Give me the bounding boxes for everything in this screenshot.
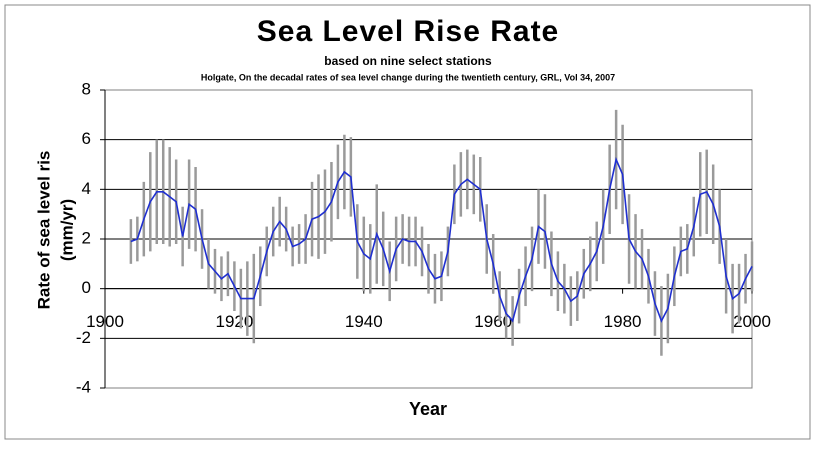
y-tick-label: -4 — [76, 377, 91, 396]
y-axis-label: Rate of sea level ris — [34, 151, 53, 310]
chart-source: Holgate, On the decadal rates of sea lev… — [201, 72, 615, 82]
x-tick-label: 1940 — [345, 312, 383, 331]
data-line — [130, 156, 753, 323]
y-tick-label: 2 — [82, 228, 91, 247]
y-tick-label: 8 — [82, 79, 91, 98]
y-tick-label: 6 — [82, 129, 91, 148]
x-axis-label: Year — [409, 399, 447, 419]
x-tick-label: 1920 — [215, 312, 253, 331]
y-tick-label: -2 — [76, 328, 91, 347]
x-tick-label: 1960 — [474, 312, 512, 331]
x-tick-label: 1900 — [86, 312, 124, 331]
y-axis-label: (mm/yr) — [57, 199, 76, 261]
x-tick-label: 2000 — [733, 312, 771, 331]
y-tick-label: 0 — [82, 278, 91, 297]
chart-title: Sea Level Rise Rate — [257, 15, 560, 48]
chart-subtitle: based on nine select stations — [324, 54, 492, 68]
x-tick-label: 1980 — [604, 312, 642, 331]
y-tick-label: 4 — [82, 179, 91, 198]
